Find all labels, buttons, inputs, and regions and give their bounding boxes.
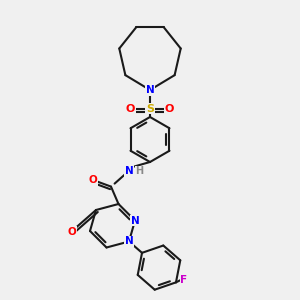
Text: O: O — [67, 226, 76, 237]
Text: N: N — [130, 215, 140, 226]
Text: N: N — [124, 236, 134, 247]
Text: H: H — [135, 166, 144, 176]
Text: O: O — [126, 103, 135, 114]
Text: S: S — [146, 103, 154, 114]
Text: N: N — [124, 166, 134, 176]
Text: O: O — [88, 175, 98, 185]
Text: N: N — [146, 85, 154, 95]
Text: O: O — [165, 103, 174, 114]
Text: F: F — [180, 274, 188, 285]
